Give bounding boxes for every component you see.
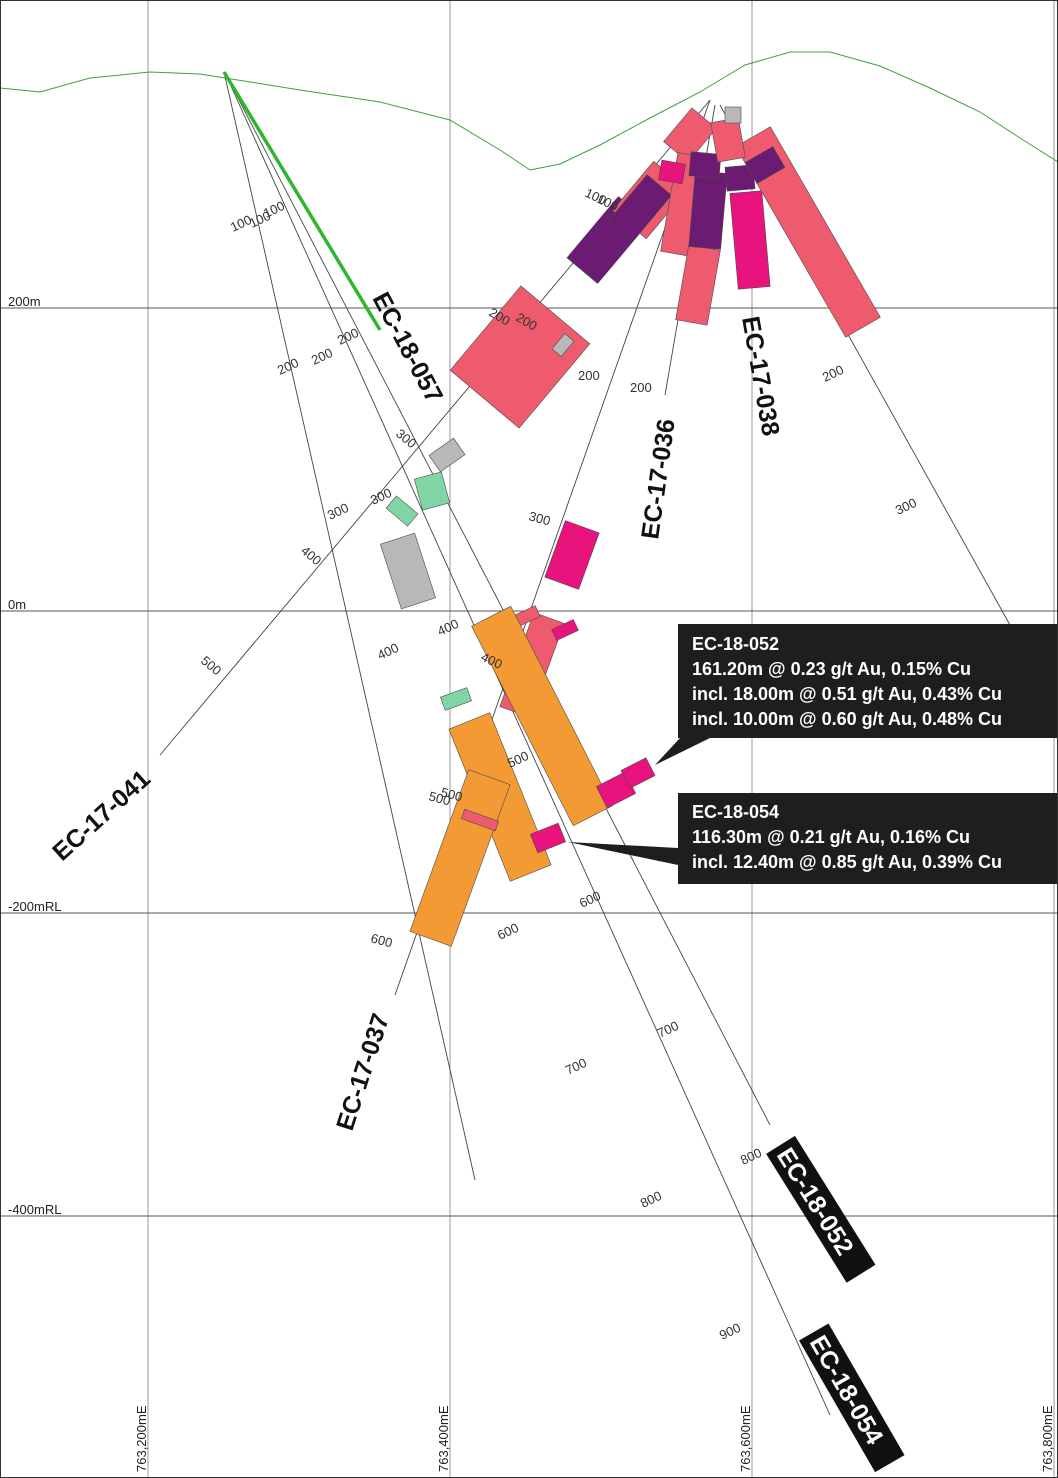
depth-label: 300 bbox=[893, 495, 919, 518]
interval-salmon bbox=[663, 107, 717, 163]
depth-label: 600 bbox=[369, 930, 394, 950]
interval-magenta bbox=[551, 619, 579, 641]
topography-line bbox=[0, 51, 1058, 171]
easting-label: 763,200mE bbox=[134, 1405, 149, 1472]
interval-salmon bbox=[460, 808, 500, 832]
hole-label-ec-18-054-box: EC-18-054 bbox=[799, 1323, 905, 1473]
depth-label: 200 bbox=[275, 355, 301, 378]
callout-ec-18-054: EC-18-054 116.30m @ 0.21 g/t Au, 0.16% C… bbox=[568, 793, 1058, 884]
interval-salmon bbox=[735, 126, 881, 338]
depth-label: 200 bbox=[630, 380, 652, 395]
easting-label: 763,800mE bbox=[1040, 1405, 1055, 1472]
callout-line: 116.30m @ 0.21 g/t Au, 0.16% Cu bbox=[692, 827, 970, 847]
interval-salmon bbox=[710, 117, 746, 163]
easting-axis-labels: 763,200mE 763,400mE 763,600mE 763,800mE bbox=[134, 1405, 1055, 1472]
drill-traces bbox=[159, 71, 1011, 1416]
interval-grey bbox=[428, 437, 466, 473]
interval-purple bbox=[688, 151, 722, 179]
interval-purple bbox=[744, 146, 786, 184]
interval-purple bbox=[608, 174, 672, 242]
interval-magenta bbox=[620, 757, 656, 789]
depth-label: 500 bbox=[198, 653, 224, 678]
hole-labels: EC-18-057 EC-17-036 EC-17-038 EC-17-041 … bbox=[47, 288, 784, 1134]
interval-orange bbox=[471, 605, 613, 827]
interval-purple bbox=[688, 170, 728, 250]
callout-title: EC-18-052 bbox=[692, 634, 779, 654]
interval-grey bbox=[724, 106, 742, 124]
rl-label: -400mRL bbox=[8, 1202, 61, 1217]
rl-label: -200mRL bbox=[8, 899, 61, 914]
rl-axis-labels: 200m 0m -200mRL -400mRL bbox=[8, 294, 61, 1217]
interval-green bbox=[385, 495, 419, 527]
interval-salmon bbox=[675, 244, 721, 326]
depth-label: 200 bbox=[578, 368, 600, 383]
trace-ec-18-057 bbox=[222, 71, 382, 331]
hole-label-ec-18-052: EC-18-052 bbox=[771, 1143, 859, 1260]
hole-label-ec-18-057: EC-18-057 bbox=[367, 288, 448, 408]
hole-label-ec-17-036: EC-17-036 bbox=[636, 417, 681, 541]
interval-salmon bbox=[449, 285, 591, 429]
interval-grey bbox=[379, 532, 437, 610]
hole-label-ec-17-041: EC-17-041 bbox=[47, 765, 156, 867]
interval-magenta bbox=[529, 822, 567, 854]
rl-label: 200m bbox=[8, 294, 41, 309]
hole-label-ec-18-052-box: EC-18-052 bbox=[766, 1135, 876, 1283]
callout-line: incl. 10.00m @ 0.60 g/t Au, 0.48% Cu bbox=[692, 709, 1002, 729]
easting-label: 763,400mE bbox=[436, 1405, 451, 1472]
callout-ec-18-052: EC-18-052 161.20m @ 0.23 g/t Au, 0.15% C… bbox=[655, 624, 1058, 765]
interval-magenta bbox=[729, 190, 771, 290]
depth-label: 500 bbox=[427, 788, 452, 808]
depth-labels: 100 100 100 200 200 200 300 300 300 400 … bbox=[198, 185, 919, 1343]
callout-box bbox=[655, 624, 1058, 765]
trace-ec-17-037-ref bbox=[223, 71, 476, 1181]
hole-label-ec-17-037: EC-17-037 bbox=[331, 1010, 395, 1134]
hole-label-ec-18-054: EC-18-054 bbox=[804, 1331, 889, 1450]
depth-label: 800 bbox=[738, 1145, 764, 1168]
rl-label: 0m bbox=[8, 597, 26, 612]
depth-label: 400 bbox=[375, 640, 401, 663]
callout-box bbox=[568, 793, 1058, 884]
depth-label: 700 bbox=[563, 1055, 589, 1078]
depth-label: 300 bbox=[325, 500, 351, 523]
hole-label-ec-17-038: EC-17-038 bbox=[736, 314, 785, 438]
depth-label: 600 bbox=[495, 920, 521, 943]
depth-label: 300 bbox=[393, 426, 419, 451]
interval-magenta bbox=[544, 520, 600, 590]
depth-label: 400 bbox=[435, 616, 461, 639]
easting-label: 763,600mE bbox=[738, 1405, 753, 1472]
trace-ec-18-054 bbox=[225, 74, 831, 1416]
interval-grey bbox=[551, 333, 575, 357]
trace-ec-18-052 bbox=[225, 74, 771, 1126]
assay-intervals bbox=[379, 106, 881, 947]
depth-label: 900 bbox=[717, 1320, 743, 1343]
interval-magenta bbox=[658, 159, 686, 185]
depth-label: 800 bbox=[638, 1188, 664, 1211]
interval-orange bbox=[409, 769, 511, 947]
depth-label: 500 bbox=[505, 748, 531, 771]
callout-line: 161.20m @ 0.23 g/t Au, 0.15% Cu bbox=[692, 659, 971, 679]
interval-green bbox=[440, 687, 472, 711]
depth-label: 600 bbox=[577, 888, 603, 911]
label-box bbox=[766, 1135, 876, 1283]
callout-line: incl. 12.40m @ 0.85 g/t Au, 0.39% Cu bbox=[692, 852, 1002, 872]
depth-label: 200 bbox=[309, 345, 335, 368]
interval-green bbox=[413, 471, 451, 511]
depth-label: 200 bbox=[820, 362, 846, 385]
depth-label: 500 bbox=[439, 784, 464, 804]
callout-line: incl. 18.00m @ 0.51 g/t Au, 0.43% Cu bbox=[692, 684, 1002, 704]
label-box bbox=[799, 1323, 905, 1473]
callout-title: EC-18-054 bbox=[692, 802, 779, 822]
depth-label: 300 bbox=[527, 508, 552, 528]
depth-label: 700 bbox=[655, 1018, 681, 1041]
